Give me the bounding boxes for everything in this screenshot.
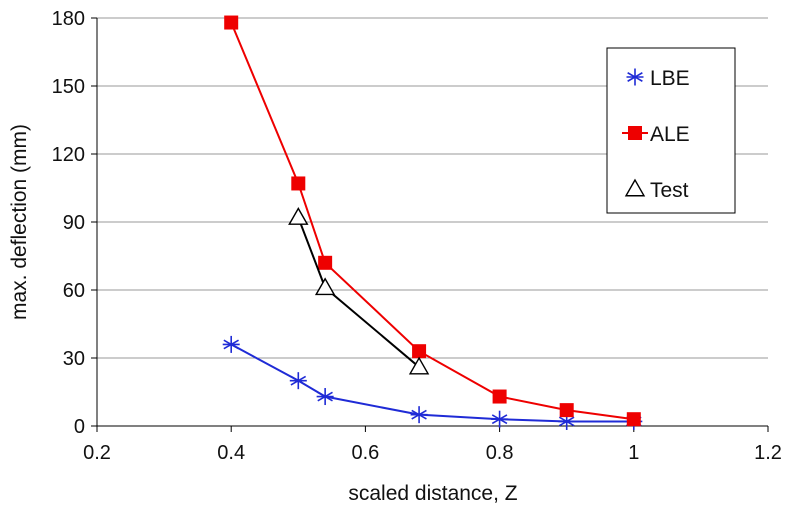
- data-point-lbe: [289, 372, 307, 390]
- grid: [97, 17, 768, 359]
- x-tick-label: 1: [628, 442, 639, 464]
- y-tick-label: 120: [52, 144, 85, 166]
- legend-item-lbe: LBE: [626, 67, 690, 90]
- x-tick-label: 0.4: [217, 442, 245, 464]
- data-point-lbe: [316, 388, 334, 406]
- data-point-lbe: [491, 410, 509, 428]
- data-point-ale: [626, 412, 641, 427]
- series-ale: [224, 15, 641, 427]
- x-tick-label: 1.2: [754, 442, 782, 464]
- axes: [91, 17, 769, 432]
- x-tick-label: 0.8: [486, 442, 514, 464]
- data-point-lbe: [222, 335, 240, 353]
- legend-label-test: Test: [650, 179, 689, 202]
- x-axis-title: scaled distance, Z: [348, 482, 517, 505]
- y-axis-title: max. deflection (mm): [8, 124, 31, 320]
- data-point-ale: [559, 403, 574, 418]
- legend-marker-test: [624, 178, 646, 197]
- series-lbe: [222, 335, 643, 430]
- data-point-lbe: [410, 406, 428, 424]
- tick-labels: 0 30 60 90 120 150 180 0.2 0.4 0.6 0.8 1 1.2: [52, 8, 782, 464]
- legend-label-ale: ALE: [650, 123, 690, 146]
- legend-item-test: Test: [624, 178, 689, 202]
- y-tick-label: 30: [63, 348, 85, 370]
- series-group: [222, 15, 643, 430]
- x-tick-label: 0.6: [351, 442, 379, 464]
- legend-marker-ale: [628, 126, 642, 140]
- y-tick-label: 60: [63, 280, 85, 302]
- data-point-test: [408, 356, 430, 375]
- data-point-ale: [224, 15, 239, 30]
- data-point-test: [288, 207, 309, 225]
- data-point-test: [314, 277, 336, 296]
- y-tick-label: 150: [52, 76, 85, 98]
- legend-item-ale: ALE: [622, 123, 690, 146]
- legend-marker-lbe: [626, 68, 644, 86]
- x-tick-label: 0.2: [83, 442, 111, 464]
- legend: LBE ALE Test: [606, 47, 736, 214]
- y-tick-label: 0: [74, 416, 85, 438]
- y-tick-label: 180: [52, 8, 85, 30]
- data-point-ale: [291, 176, 306, 191]
- series-test: [288, 207, 430, 375]
- legend-label-lbe: LBE: [650, 67, 690, 90]
- data-point-ale: [492, 389, 507, 404]
- data-point-ale: [318, 255, 333, 270]
- data-point-ale: [412, 344, 427, 359]
- y-tick-label: 90: [63, 212, 85, 234]
